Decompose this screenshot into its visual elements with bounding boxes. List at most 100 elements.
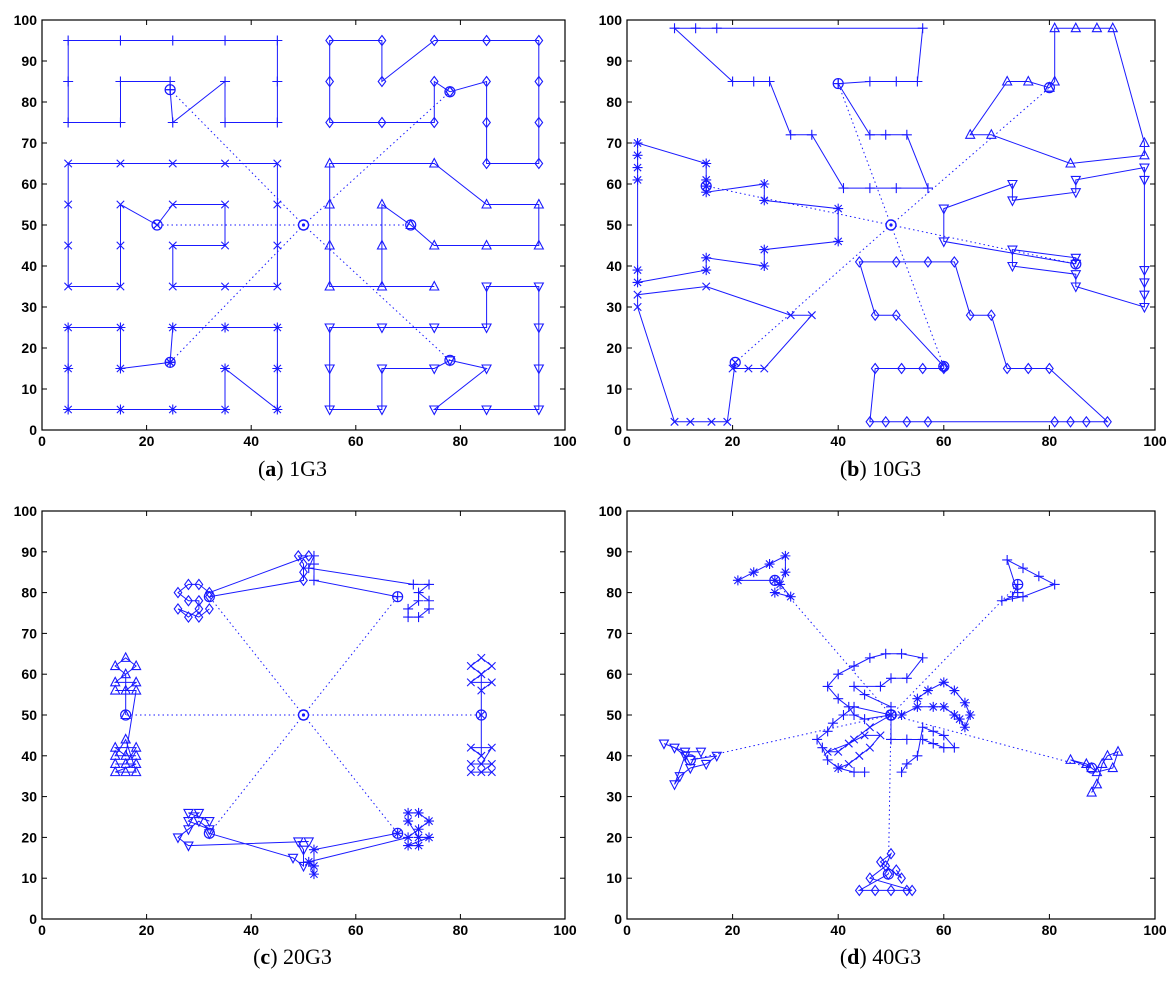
route-point-b-2 (759, 244, 770, 255)
route-point-d-3 (1102, 749, 1113, 760)
route-point-c-5 (403, 816, 414, 827)
route-point-a-2 (220, 282, 230, 291)
route-point-d-4 (854, 884, 864, 897)
route-point-a-3 (481, 239, 492, 250)
route-point-b-1 (1049, 75, 1061, 86)
route-point-d-4 (886, 847, 896, 860)
route-point-b-0 (912, 76, 923, 87)
route-point-a-1 (325, 75, 335, 88)
route-head-marker-a-4 (165, 357, 176, 368)
route-point-b-0 (806, 129, 817, 140)
depot-marker-c (297, 709, 310, 721)
route-point-d-6 (949, 710, 960, 720)
route-point-b-0 (901, 129, 912, 140)
route-point-a-5 (533, 405, 545, 416)
route-point-c-4 (298, 861, 309, 873)
route-point-d-4 (886, 884, 896, 897)
y-tick-label-a: 50 (21, 217, 37, 233)
route-point-d-9 (833, 763, 844, 774)
route-point-a-1 (325, 34, 335, 47)
route-point-d-6 (922, 685, 933, 696)
y-tick-label-b: 90 (606, 53, 622, 69)
route-point-c-5 (424, 816, 435, 827)
y-tick-label-c: 10 (21, 870, 37, 886)
route-point-b-3 (1070, 253, 1082, 264)
route-line-c-2 (113, 657, 138, 773)
route-point-a-4 (167, 404, 178, 415)
depot-link-d-2 (690, 714, 892, 761)
x-tick-label-a: 60 (348, 433, 364, 449)
route-point-a-2 (116, 282, 125, 291)
y-tick-label-b: 30 (606, 299, 622, 315)
route-point-a-3 (324, 157, 336, 168)
route-point-b-1 (1070, 22, 1082, 33)
route-point-b-5 (633, 290, 642, 299)
chart-c: 0 20 40 60 80 100 0 10 20 30 40 50 60 70 80 90 100 (14, 503, 577, 938)
route-head-marker-a-3 (405, 218, 417, 230)
route-head-circle-a-4 (164, 356, 176, 368)
route-point-b-2 (759, 179, 770, 189)
route-point-a-1 (482, 116, 491, 129)
route-point-a-2 (116, 200, 125, 209)
route-point-a-1 (482, 34, 491, 47)
route-point-a-1 (429, 34, 439, 47)
route-head-circle-a-1 (444, 86, 456, 98)
route-point-d-8 (917, 734, 928, 745)
route-markers-c-1 (303, 550, 435, 623)
route-point-c-5 (413, 840, 424, 851)
route-point-a-3 (376, 198, 388, 209)
route-point-b-2 (833, 236, 844, 247)
route-line-c-4 (177, 812, 309, 868)
route-markers-d-0 (732, 550, 796, 602)
route-point-c-5 (403, 832, 414, 843)
y-tick-label-c: 60 (21, 666, 37, 682)
route-line-b-5 (637, 285, 813, 423)
route-point-a-2 (273, 159, 282, 168)
route-point-a-0 (63, 35, 74, 46)
route-point-c-2 (130, 659, 142, 671)
route-point-a-3 (428, 157, 440, 168)
depot-dot-d (889, 713, 893, 717)
route-point-a-4 (63, 363, 74, 374)
depot-dot-a (301, 223, 306, 227)
y-tick-label-a: 90 (21, 53, 37, 69)
route-point-c-3 (477, 767, 486, 777)
route-point-b-3 (1007, 179, 1018, 191)
route-point-c-3 (466, 661, 475, 671)
caption-d: (d) 40G3 (839, 944, 922, 969)
route-point-a-2 (168, 241, 177, 250)
route-point-b-3 (1007, 196, 1018, 207)
route-point-b-2 (632, 265, 643, 276)
route-point-c-0 (299, 558, 308, 570)
route-point-a-2 (64, 159, 73, 168)
route-point-c-2 (120, 765, 132, 777)
route-point-a-5 (324, 323, 336, 334)
route-point-a-3 (324, 280, 336, 291)
x-tick-label-c: 0 (38, 922, 46, 938)
route-point-b-5 (786, 311, 795, 320)
x-tick-label-d: 100 (1143, 922, 1167, 938)
panel-d: 0 20 40 60 80 100 0 10 20 30 40 50 60 70 80 90 100 (d) 4… (587, 491, 1174, 981)
route-point-a-1 (325, 116, 335, 129)
route-head-circle-b-0 (832, 77, 844, 90)
route-point-a-5 (481, 323, 492, 334)
route-point-d-1 (1002, 554, 1013, 565)
route-point-d-7 (844, 739, 853, 748)
x-tick-label-a: 20 (139, 433, 155, 449)
route-point-c-5 (413, 832, 424, 843)
route-point-b-3 (1139, 175, 1150, 187)
x-tick-label-a: 40 (243, 433, 259, 449)
route-head-circle-d-1 (1012, 578, 1024, 591)
depot-marker-b (885, 219, 897, 231)
route-point-d-0 (780, 550, 791, 561)
route-point-a-0 (272, 35, 283, 46)
route-point-b-1 (1107, 22, 1119, 33)
route-point-b-4 (891, 255, 901, 268)
route-point-d-6 (896, 710, 907, 720)
route-point-b-4 (854, 255, 864, 268)
y-tick-label-b: 80 (606, 94, 622, 110)
route-point-b-3 (938, 204, 950, 215)
route-point-d-5 (917, 652, 928, 663)
route-point-c-5 (424, 832, 435, 843)
route-point-a-5 (481, 405, 492, 416)
